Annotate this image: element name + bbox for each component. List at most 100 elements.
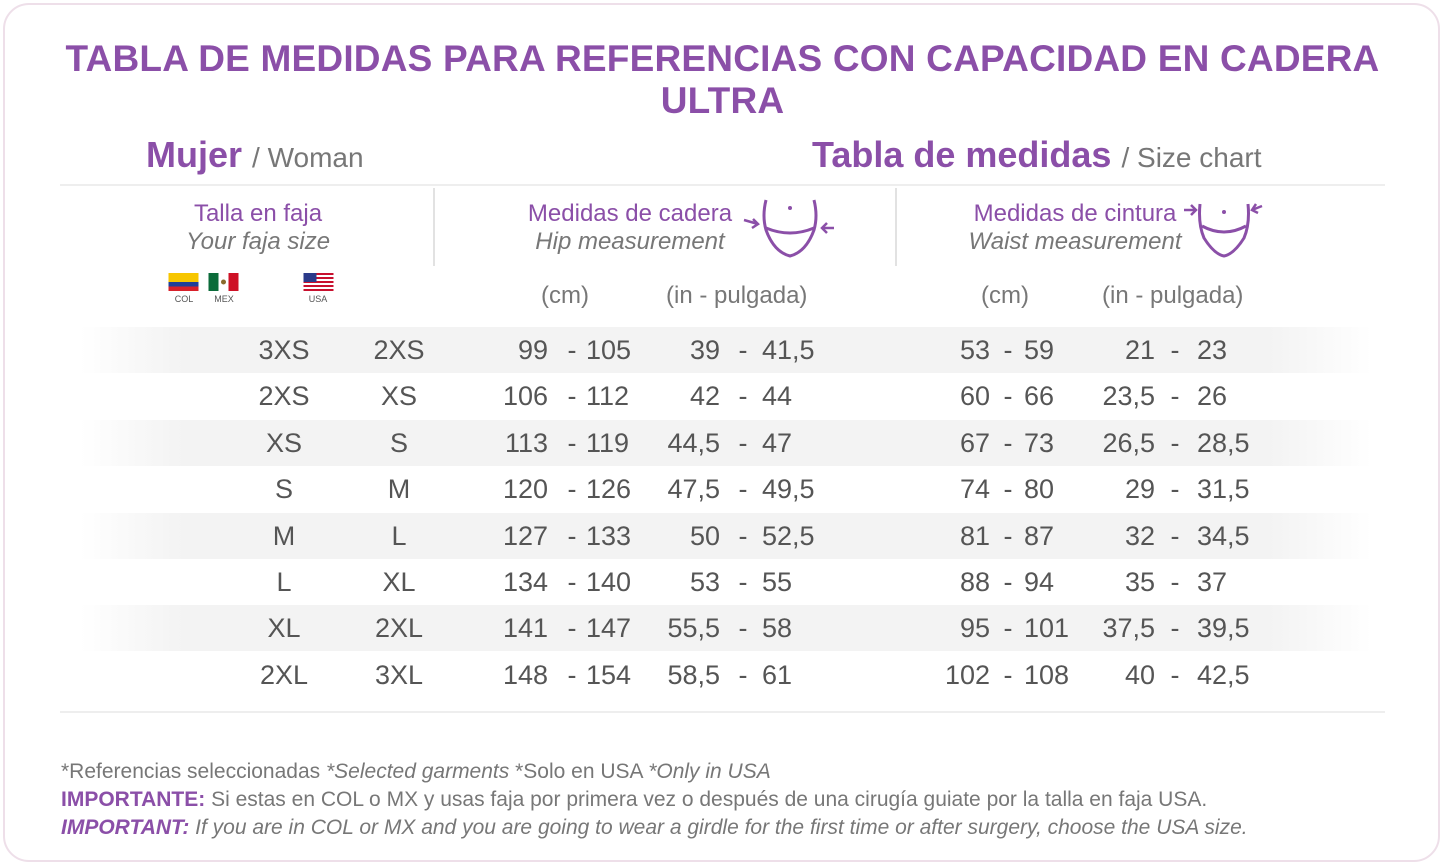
size-usa-cell: L <box>391 520 407 551</box>
range-separator: - <box>1170 520 1180 551</box>
hip-column-header: Medidas de cadera Hip measurement <box>505 200 755 256</box>
waist-cm-max-cell: 87 <box>1024 520 1055 551</box>
hip-cm-min-cell: 148 <box>502 659 548 690</box>
range-separator: - <box>1003 567 1013 597</box>
waist-in-min-cell: 23,5 <box>1102 381 1155 412</box>
table-row: XS S 113-119 44,5-47 67-73 26,5-28,5 <box>80 419 1372 466</box>
range-separator: - <box>567 381 577 412</box>
table-row: S M 120-126 47,5-49,5 74-80 29-31,5 <box>80 466 1372 512</box>
hip-cm-max-cell: 105 <box>586 335 632 365</box>
hip-in-unit: (in - pulgada) <box>666 282 808 309</box>
waist-cm-min-cell: 81 <box>959 520 990 551</box>
hip-in-min-cell: 42 <box>689 381 720 412</box>
waist-in-unit: (in - pulgada) <box>1102 282 1244 309</box>
hip-cm-min-cell: 113 <box>504 427 548 458</box>
size-usa-cell: M <box>387 474 411 505</box>
range-separator: - <box>1003 613 1013 644</box>
range-separator: - <box>738 474 748 505</box>
flag-label-col: COL <box>174 294 194 304</box>
waist-cm-min-cell: 88 <box>959 567 990 597</box>
flag-label-mex: MEX <box>214 294 234 304</box>
size-col-cell: M <box>272 520 296 551</box>
notes-selected-es: *Referencias seleccionadas <box>61 760 326 783</box>
waist-in-max-cell: 42,5 <box>1197 659 1250 690</box>
column-divider-1 <box>433 188 435 266</box>
mexico-flag-icon <box>208 273 239 291</box>
women-header-sub: / Woman <box>252 142 364 173</box>
waist-in-max-cell: 31,5 <box>1197 474 1250 505</box>
waist-in-min-cell: 26,5 <box>1102 427 1155 458</box>
hip-in-min-cell: 44,5 <box>667 427 720 458</box>
hip-cm-max-cell: 133 <box>586 520 632 551</box>
range-separator: - <box>1003 335 1013 365</box>
hip-cm-min-cell: 134 <box>502 567 548 597</box>
hip-cm-max-cell: 154 <box>586 659 632 690</box>
waist-cm-min-cell: 53 <box>959 335 990 365</box>
header-divider <box>60 184 1385 186</box>
waist-cm-min-cell: 102 <box>944 659 990 690</box>
size-column-title: Talla en faja <box>193 200 323 227</box>
size-usa-cell: XS <box>380 381 418 412</box>
notes: *Referencias seleccionadas *Selected gar… <box>61 758 1248 842</box>
hip-cm-max-cell: 119 <box>586 427 630 458</box>
waist-cm-max-cell: 80 <box>1024 474 1055 505</box>
waist-cm-max-cell: 66 <box>1024 381 1055 412</box>
notes-selected-en: *Selected garments <box>325 760 510 783</box>
hip-in-max-cell: 61 <box>762 659 793 690</box>
waist-in-max-cell: 34,5 <box>1197 520 1250 551</box>
waist-cm-max-cell: 73 <box>1024 427 1055 458</box>
waist-in-min-cell: 21 <box>1124 335 1155 365</box>
waist-cm-min-cell: 67 <box>959 427 990 458</box>
range-separator: - <box>1170 659 1180 690</box>
range-separator: - <box>738 427 748 458</box>
hip-cm-min-cell: 127 <box>502 520 548 551</box>
waist-in-min-cell: 37,5 <box>1102 613 1155 644</box>
waist-cm-unit: (cm) <box>981 282 1029 309</box>
hip-cm-max-cell: 112 <box>586 381 630 412</box>
women-header-main: Mujer <box>146 134 243 175</box>
hip-in-max-cell: 55 <box>762 567 793 597</box>
table-row: L XL 134-140 53-55 88-94 35-37 <box>80 559 1372 605</box>
size-usa-cell: 2XL <box>374 613 424 644</box>
range-separator: - <box>738 381 748 412</box>
notes-line-1: *Referencias seleccionadas *Selected gar… <box>61 758 1248 786</box>
hip-cm-min-cell: 99 <box>517 335 548 365</box>
range-separator: - <box>1170 474 1180 505</box>
waist-in-max-cell: 39,5 <box>1197 613 1250 644</box>
waist-column-title: Medidas de cintura <box>973 200 1177 227</box>
table-row: 2XS XS 106-112 42-44 60-66 23,5-26 <box>80 373 1372 419</box>
table-row: XL 2XL 141-147 55,5-58 95-101 37,5-39,5 <box>80 605 1372 652</box>
hip-column-subtitle: Hip measurement <box>535 228 725 255</box>
waist-in-min-cell: 40 <box>1124 659 1155 690</box>
waist-in-min-cell: 29 <box>1124 474 1155 505</box>
size-col-cell: 3XS <box>258 335 310 365</box>
waist-cm-max-cell: 108 <box>1024 659 1070 690</box>
hip-in-max-cell: 52,5 <box>762 520 815 551</box>
hip-cm-max-cell: 140 <box>586 567 632 597</box>
size-chart-header: Tabla de medidas / Size chart <box>812 134 1262 176</box>
range-separator: - <box>567 520 577 551</box>
range-separator: - <box>567 427 577 458</box>
size-col-cell: XS <box>265 427 303 458</box>
hip-in-min-cell: 55,5 <box>667 613 720 644</box>
size-col-cell: XL <box>267 613 301 644</box>
size-chart-header-main: Tabla de medidas <box>812 134 1112 175</box>
waist-in-min-cell: 35 <box>1124 567 1155 597</box>
hip-cm-min-cell: 120 <box>502 474 548 505</box>
range-separator: - <box>1170 335 1180 365</box>
table-row: 2XL 3XL 148-154 58,5-61 102-108 40-42,5 <box>80 652 1372 698</box>
page-title: TABLA DE MEDIDAS PARA REFERENCIAS CON CA… <box>65 38 1380 121</box>
hip-in-max-cell: 44 <box>762 381 793 412</box>
size-col-cell: L <box>276 567 292 597</box>
notes-usa-es: *Solo en USA <box>509 760 649 783</box>
hip-in-min-cell: 39 <box>689 335 720 365</box>
notes-important-es-label: IMPORTANTE: <box>61 788 206 811</box>
range-separator: - <box>738 613 748 644</box>
waist-in-max-cell: 23 <box>1197 335 1228 365</box>
range-separator: - <box>567 659 577 690</box>
range-separator: - <box>1170 381 1180 412</box>
range-separator: - <box>1003 474 1013 505</box>
hip-in-max-cell: 49,5 <box>762 474 815 505</box>
hip-cm-max-cell: 126 <box>586 474 632 505</box>
waist-in-max-cell: 26 <box>1197 381 1228 412</box>
